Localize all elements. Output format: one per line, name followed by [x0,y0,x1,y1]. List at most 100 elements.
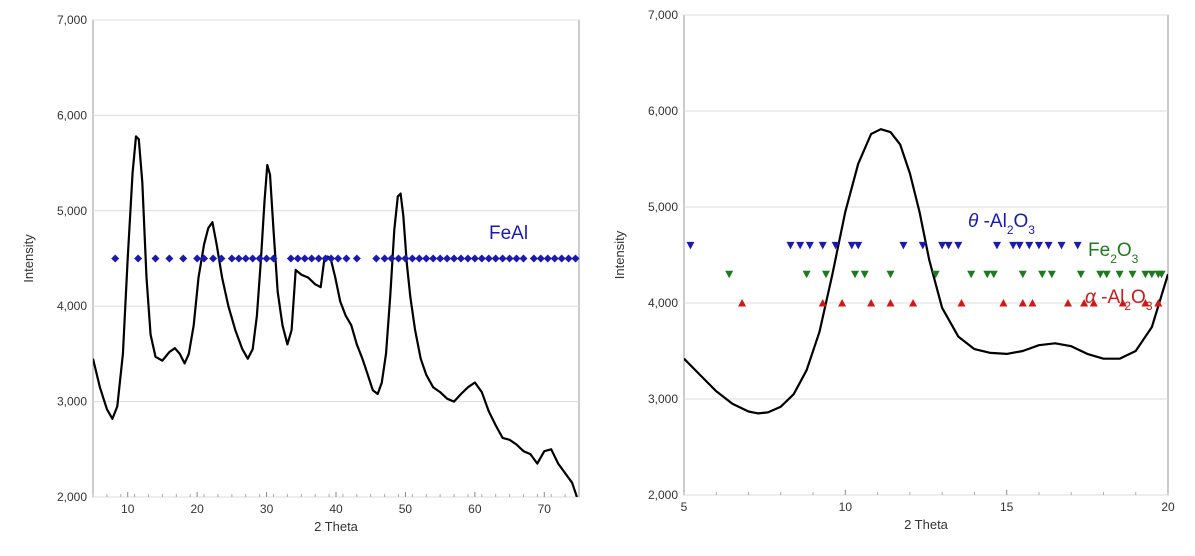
reference-peak-marker [1080,299,1089,307]
reference-peak-marker [957,299,966,307]
x-tick-label: 30 [260,502,274,516]
x-tick-label: 10 [839,500,853,514]
reference-peak-marker [262,254,271,263]
xrd-chart-feal: 2,000 3,000 4,000 5,000 6,000 7,000 10 20 30 40 50… [0,0,600,551]
reference-peak-marker [1118,299,1127,307]
reference-peak-marker [557,254,566,263]
reference-peak-marker [134,254,143,263]
reference-peak-marker [686,241,695,250]
reference-peak-marker [860,270,869,279]
y-axis-label: Intensity [21,234,36,283]
reference-peak-marker [422,254,431,263]
reference-peak-marker [193,254,202,263]
reference-peak-marker [408,254,417,263]
reference-peak-marker [899,241,908,250]
x-tick-label: 60 [468,502,482,516]
reference-peak-marker [886,270,895,279]
x-axis-label: 2 Theta [314,519,359,534]
reference-peak-marker [394,254,403,263]
reference-peak-marker [327,254,336,263]
reference-peak-marker [241,254,250,263]
reference-peak-marker [321,254,330,263]
reference-peak-marker [1028,299,1037,307]
reference-peak-marker [352,254,361,263]
reference-peak-marker [805,241,814,250]
reference-peak-marker [1057,241,1066,250]
reference-peak-marker [1018,299,1027,307]
reference-peak-marker [1157,270,1166,279]
y-tick-label: 4,000 [57,299,87,313]
reference-peak-marker [512,254,521,263]
reference-peak-marker [255,254,264,263]
reference-peak-marker [529,254,538,263]
reference-peak-marker [491,254,500,263]
marker-legend-label: α -Al2O3 [1085,287,1153,313]
reference-peak-marker [1015,241,1024,250]
chart-left-svg: 2,000 3,000 4,000 5,000 6,000 7,000 10 20 30 40 50… [21,13,580,534]
reference-peak-marker [989,270,998,279]
reference-peak-marker [380,254,389,263]
x-tick-label: 20 [190,502,204,516]
x-tick-label: 5 [681,500,688,514]
reference-peak-marker [992,241,1001,250]
reference-peak-marker [227,254,236,263]
reference-peak-marker [831,241,840,250]
reference-peak-marker [1147,270,1156,279]
reference-peak-marker [443,254,452,263]
reference-peak-marker [725,270,734,279]
reference-peak-marker [307,254,316,263]
y-tick-label: 5,000 [57,204,87,218]
marker-legend-label: FeAl [489,223,528,244]
reference-peak-marker [867,299,876,307]
marker-legend-label: θ -Al2O3 [968,211,1035,237]
reference-peak-marker [918,241,927,250]
y-tick-label: 3,000 [57,395,87,409]
reference-peak-marker [1034,241,1043,250]
y-tick-label: 2,000 [57,490,87,504]
x-tick-label: 20 [1161,500,1175,514]
reference-peak-marker [838,299,847,307]
reference-peak-marker [1018,270,1027,279]
reference-peak-marker [165,254,174,263]
reference-peak-marker [234,254,243,263]
reference-peak-marker [999,299,1008,307]
y-axis-label: Intensity [612,230,627,279]
reference-peak-marker [571,254,580,263]
y-tick-label: 4,000 [648,296,678,310]
reference-peak-marker [931,270,940,279]
y-tick-label: 3,000 [648,392,678,406]
reference-peak-marker [564,254,573,263]
reference-peak-marker [415,254,424,263]
reference-peak-marker [818,241,827,250]
reference-peak-marker [786,241,795,250]
x-tick-label: 40 [329,502,343,516]
reference-peak-marker [543,254,552,263]
x-tick-label: 10 [121,502,135,516]
reference-peak-marker [1044,241,1053,250]
reference-peak-marker [1089,299,1098,307]
xrd-chart-oxides: 2,000 3,000 4,000 5,000 6,000 7,000 5 10 15 20 2 T… [600,0,1195,551]
xrd-pattern-line [684,128,1168,415]
reference-peak-marker [1141,270,1150,279]
reference-peak-marker [1073,241,1082,250]
reference-peak-marker [286,254,295,263]
plot-area [683,14,1169,496]
reference-peak-marker [498,254,507,263]
y-tick-label: 7,000 [648,8,678,22]
reference-peak-marker [944,241,953,250]
reference-peak-marker [151,254,160,263]
reference-peak-marker [967,270,976,279]
x-tick-label: 15 [1000,500,1014,514]
reference-peak-marker [851,270,860,279]
reference-peak-marker [1009,241,1018,250]
reference-peak-marker [1025,241,1034,250]
reference-peak-marker [217,254,226,263]
reference-peak-marker [1047,270,1056,279]
reference-peak-marker [342,254,351,263]
reference-peak-marker [519,254,528,263]
reference-peak-marker [796,241,805,250]
reference-peak-marker [1154,299,1163,307]
marker-legend-label: Fe2O3 [1088,240,1139,266]
reference-peak-marker [1128,270,1137,279]
reference-peak-marker [938,241,947,250]
